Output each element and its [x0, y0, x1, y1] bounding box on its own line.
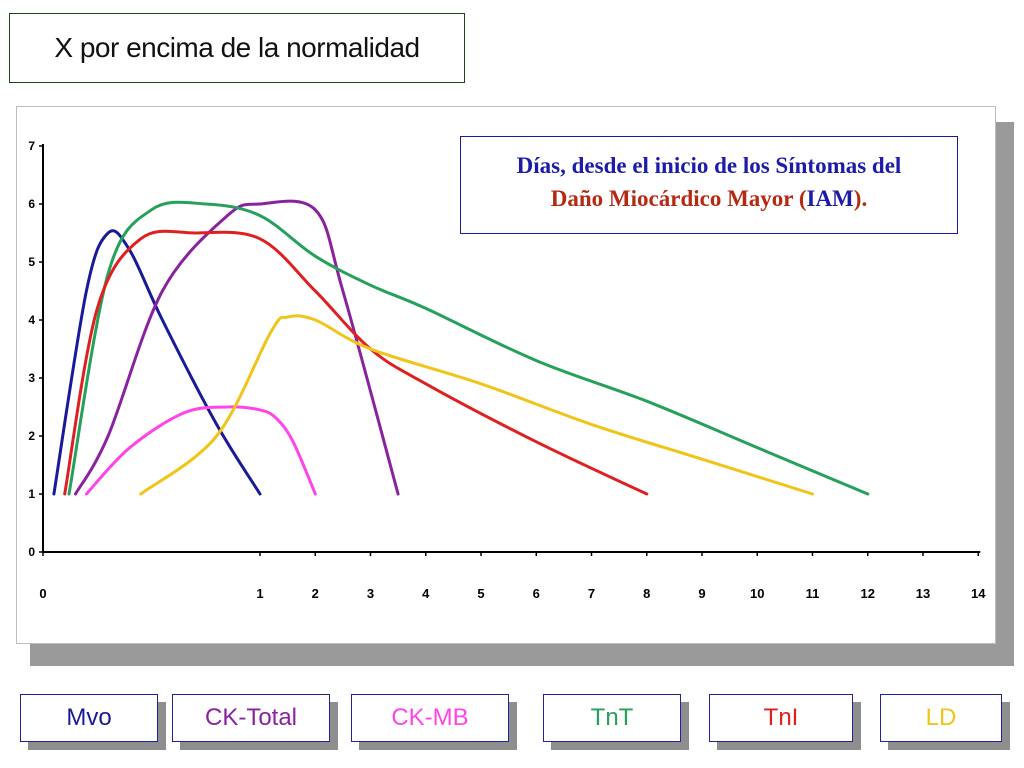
legend-label-tni: TnI: [763, 704, 799, 731]
y-tick-label: 5: [28, 255, 35, 269]
x-tick-label: 7: [588, 586, 595, 601]
x-tick-label: 5: [477, 586, 484, 601]
series-line-tnt: [67, 200, 870, 496]
y-tick-label: 7: [28, 139, 35, 153]
info-line-2-part-3: ).: [853, 186, 868, 212]
legend-item-ck-total[interactable]: CK-Total: [172, 694, 330, 742]
legend-label-ld: LD: [925, 704, 957, 731]
legend-item-tni[interactable]: TnI: [709, 694, 853, 742]
info-line-1: Días, desde el inicio de los Síntomas de…: [516, 153, 902, 178]
x-tick-label: 11: [806, 586, 820, 601]
x-tick-label: 2: [312, 586, 319, 601]
legend-item-tnt[interactable]: TnT: [543, 694, 681, 742]
x-tick-label: 14: [971, 586, 986, 601]
x-tick-label: 8: [643, 586, 650, 601]
info-line-2-part-2: IAM: [806, 186, 854, 212]
legend-label-tnt: TnT: [590, 704, 634, 731]
x-tick-label: 12: [861, 586, 875, 601]
y-tick-label: 2: [28, 429, 35, 443]
series-line-mvo: [52, 229, 262, 496]
chart-heading: X por encima de la normalidad: [9, 13, 465, 83]
x-tick-label: 0: [39, 586, 46, 601]
legend-item-mvo[interactable]: Mvo: [20, 694, 158, 742]
series-line-tni: [63, 229, 649, 496]
x-tick-label: 6: [533, 586, 540, 601]
chart-heading-text: X por encima de la normalidad: [54, 32, 420, 63]
info-line-2: Daño Miocárdico Mayor (IAM).: [461, 182, 957, 215]
x-tick-label: 3: [367, 586, 374, 601]
series-line-ck-total: [74, 199, 400, 496]
legend-label-ck-mb: CK-MB: [391, 704, 469, 731]
y-tick-label: 3: [28, 371, 35, 385]
legend-item-ld[interactable]: LD: [880, 694, 1002, 742]
series-line-ck-mb: [84, 405, 317, 496]
info-box: Días, desde el inicio de los Síntomas de…: [460, 136, 958, 234]
legend-label-mvo: Mvo: [66, 704, 112, 731]
y-tick-label: 6: [28, 197, 35, 211]
info-line-2-part-1: Daño Miocárdico Mayor (: [550, 186, 807, 212]
x-tick-label: 4: [422, 586, 430, 601]
x-tick-label: 1: [256, 586, 263, 601]
series-line-ld: [139, 314, 814, 496]
legend-item-ck-mb[interactable]: CK-MB: [351, 694, 509, 742]
legend-label-ck-total: CK-Total: [204, 704, 298, 731]
y-tick-label: 0: [28, 545, 35, 559]
x-tick-label: 10: [750, 586, 764, 601]
y-tick-label: 4: [28, 313, 35, 327]
x-tick-label: 9: [698, 586, 705, 601]
y-tick-label: 1: [28, 487, 35, 501]
x-tick-label: 13: [916, 586, 930, 601]
